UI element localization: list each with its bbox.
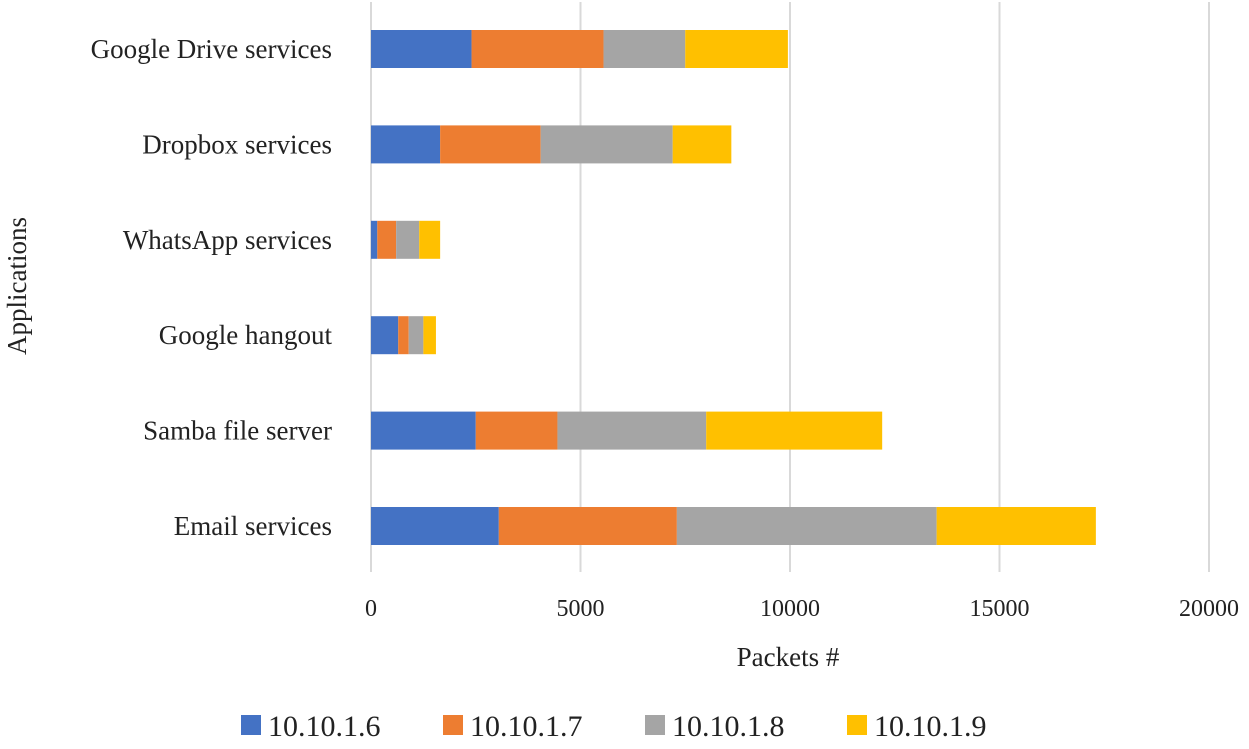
bar-segment <box>371 30 472 68</box>
bar-segment <box>540 125 673 164</box>
bar-segment <box>419 220 441 259</box>
legend-label: 10.10.1.7 <box>470 710 583 743</box>
bar-segment <box>371 411 476 450</box>
bar-segment <box>706 411 883 450</box>
bar-segment <box>603 30 686 68</box>
legend-label: 10.10.1.8 <box>672 710 785 743</box>
bar-segment <box>471 30 604 68</box>
bar-segment <box>440 125 541 164</box>
bar-segment <box>685 30 788 68</box>
y-axis-title: Applications <box>2 217 32 355</box>
x-tick-label: 5000 <box>557 596 605 622</box>
bar-segment <box>371 220 378 259</box>
x-axis-title: Packets # <box>737 642 840 672</box>
bar-segment <box>371 316 399 355</box>
legend: 10.10.1.6 10.10.1.7 10.10.1.8 10.10.1.9 <box>241 710 987 743</box>
bars <box>371 30 1096 545</box>
category-label: WhatsApp services <box>123 225 332 255</box>
category-labels: Google Drive services Dropbox services Wha… <box>91 34 333 541</box>
x-tick-label: 15000 <box>970 596 1030 622</box>
gridlines <box>370 2 1210 572</box>
legend-label: 10.10.1.9 <box>874 710 987 743</box>
legend-label: 10.10.1.6 <box>268 710 381 743</box>
bar-segment <box>498 507 677 545</box>
legend-swatch <box>847 715 867 735</box>
bar-segment <box>557 411 707 450</box>
category-label: Dropbox services <box>142 129 332 159</box>
bar-segment <box>408 316 424 355</box>
x-tick-label: 20000 <box>1179 596 1239 622</box>
x-tick-labels: 0 5000 10000 15000 20000 <box>365 596 1239 622</box>
category-label: Email services <box>174 511 332 541</box>
bar-segment <box>676 507 937 545</box>
category-label: Google hangout <box>159 320 333 350</box>
bar-segment <box>371 507 499 545</box>
bar-segment <box>398 316 409 355</box>
x-tick-label: 10000 <box>760 596 820 622</box>
legend-swatch <box>443 715 463 735</box>
bar-segment <box>475 411 558 450</box>
legend-swatch <box>241 715 261 735</box>
bar-segment <box>936 507 1096 545</box>
category-label: Google Drive services <box>91 34 332 64</box>
bar-segment <box>377 220 397 259</box>
x-tick-label: 0 <box>365 596 377 622</box>
category-label: Samba file server <box>143 416 332 446</box>
bar-segment <box>423 316 436 355</box>
bar-segment <box>396 220 420 259</box>
bar-segment <box>672 125 732 164</box>
bar-segment <box>371 125 441 164</box>
legend-swatch <box>645 715 665 735</box>
